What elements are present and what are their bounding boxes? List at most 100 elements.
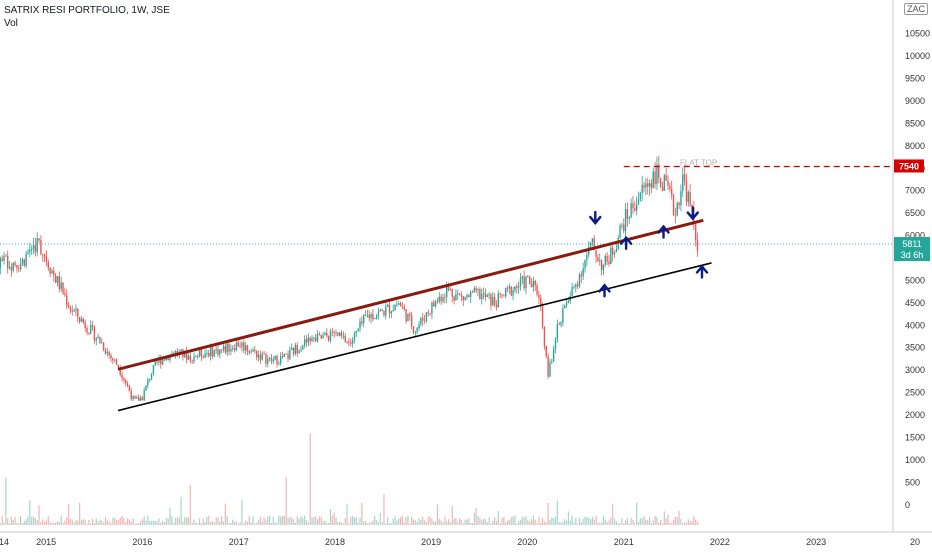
candle-body — [141, 397, 144, 401]
candle-body — [672, 194, 675, 215]
volume-bar — [567, 511, 570, 525]
candle-body — [608, 261, 610, 265]
candle-body — [552, 348, 555, 362]
volume-bar — [320, 516, 322, 525]
candle-body — [80, 318, 83, 322]
volume-bar — [615, 521, 617, 525]
candle-body — [624, 209, 627, 232]
x-tick-label: 14 — [0, 537, 9, 547]
candle-body — [667, 180, 669, 186]
x-tick-label: 2022 — [710, 537, 730, 547]
candle-body — [523, 276, 525, 289]
candle-body — [322, 335, 324, 339]
candle-body — [198, 349, 201, 356]
candle-body — [274, 355, 276, 360]
volume-bar — [49, 521, 51, 525]
volume-bar — [543, 521, 546, 525]
volume-bar — [665, 518, 667, 525]
volume-bar — [586, 516, 588, 525]
volume-bar — [200, 522, 202, 525]
volume-bar — [145, 520, 147, 525]
candle-body — [543, 327, 546, 347]
candle-body — [185, 350, 188, 360]
volume-bar — [42, 519, 44, 525]
candle-body — [149, 379, 151, 381]
volume-bar — [261, 521, 263, 525]
resistance-price-label: 7540 — [899, 161, 919, 171]
candle-body — [14, 262, 16, 265]
volume-bar — [564, 519, 566, 525]
volume-bar — [305, 519, 308, 525]
candle-body — [361, 321, 363, 324]
volume-bar — [554, 516, 557, 525]
candle-body — [442, 297, 444, 302]
candle-body — [355, 330, 358, 334]
volume-bar — [641, 518, 643, 525]
candle-body — [429, 313, 431, 315]
volume-bar — [143, 516, 145, 525]
volume-bar — [422, 517, 424, 525]
volume-bar — [575, 517, 577, 525]
volume-bar — [206, 517, 208, 525]
volume-bar — [477, 515, 479, 525]
volume-bar — [488, 517, 490, 525]
volume-bar — [213, 522, 215, 525]
volume-bar — [12, 519, 14, 525]
candle-body — [481, 293, 483, 299]
volume-bar — [571, 515, 573, 525]
volume-bar — [230, 522, 232, 525]
volume-bar — [278, 515, 280, 525]
candle-body — [202, 356, 204, 358]
candle-body — [410, 315, 413, 327]
volume-bar — [458, 517, 461, 525]
candle-body — [161, 359, 164, 365]
candle-body — [47, 261, 49, 269]
volume-bar — [663, 511, 665, 525]
candle-body — [211, 346, 214, 357]
currency-badge[interactable]: ZAC — [904, 3, 928, 15]
volume-bar — [565, 520, 568, 525]
candle-body — [565, 302, 568, 306]
volume-bar — [636, 502, 638, 525]
volume-bar — [471, 523, 474, 525]
resistance-price-tag — [894, 159, 924, 173]
volume-bar — [156, 521, 158, 525]
candle-body — [680, 191, 682, 206]
volume-bar — [7, 518, 9, 525]
volume-bar — [99, 519, 101, 525]
volume-bar — [468, 518, 470, 525]
volume-bar — [431, 518, 433, 525]
volume-bar — [55, 522, 57, 525]
lower-trendline — [117, 262, 712, 412]
volume-bar — [250, 522, 252, 525]
volume-bar — [154, 520, 156, 525]
candle-body — [331, 331, 334, 333]
candle-body — [447, 286, 450, 290]
candle-body — [460, 294, 463, 297]
volume-bar — [182, 521, 184, 525]
x-tick-label: 20 — [910, 537, 920, 547]
candle-body — [632, 203, 634, 208]
candle-body — [534, 280, 536, 286]
candle-body — [259, 354, 262, 360]
volume-bar — [691, 521, 693, 525]
candle-body — [564, 305, 566, 309]
candle-body — [257, 354, 260, 358]
volume-bar — [411, 516, 413, 525]
volume-bar — [518, 521, 520, 525]
candle-body — [106, 351, 109, 354]
volume-bar — [427, 517, 429, 525]
candle-body — [613, 252, 616, 255]
candle-body — [307, 337, 310, 343]
volume-bar — [440, 520, 442, 525]
volume-bar — [108, 521, 110, 525]
candle-body — [422, 317, 424, 321]
volume-bar — [315, 516, 317, 525]
volume-bar — [403, 522, 405, 525]
x-tick-label: 2016 — [132, 537, 152, 547]
volume-bar — [398, 518, 400, 525]
volume-bar — [348, 523, 350, 525]
volume-bar — [674, 516, 676, 525]
volume-bar — [165, 517, 167, 525]
candle-body — [21, 259, 24, 264]
